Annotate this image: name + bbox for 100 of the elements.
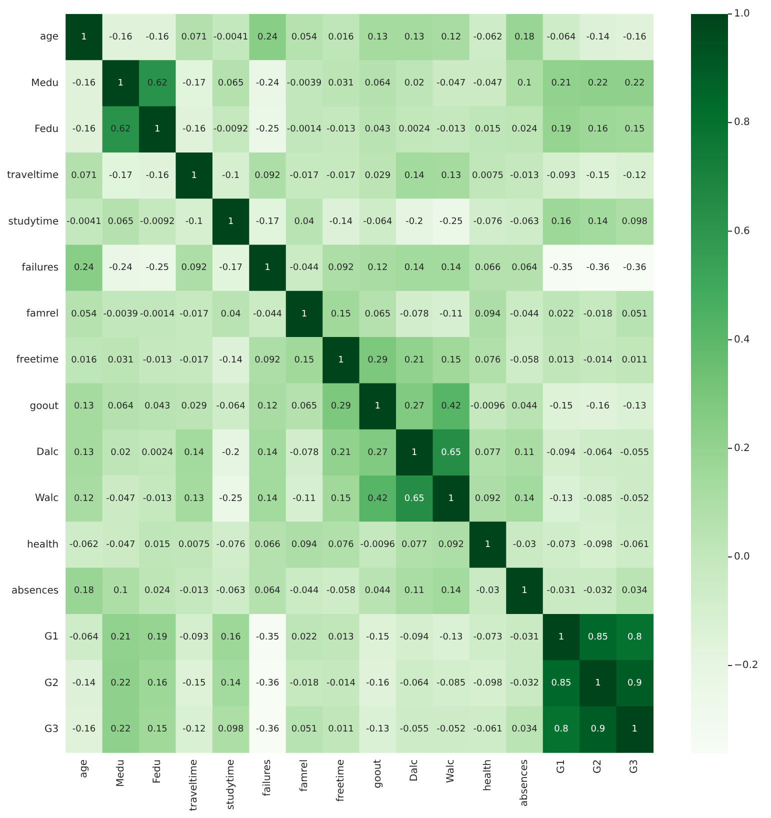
data-label: 0.65	[441, 448, 462, 458]
data-label: 0.092	[254, 355, 280, 366]
data-label: 0.13	[368, 32, 388, 42]
x-tick-label: goout	[372, 759, 384, 788]
data-label: 0.15	[624, 124, 645, 135]
data-label: 0.14	[441, 263, 462, 274]
data-label: -0.064	[583, 448, 613, 458]
data-label: 0.14	[257, 494, 278, 504]
data-label: 0.076	[328, 540, 354, 550]
data-label: 0.092	[254, 170, 280, 181]
data-label: -0.25	[256, 124, 280, 135]
data-label: -0.058	[326, 586, 356, 596]
data-label: 0.22	[624, 78, 645, 89]
data-label: 0.14	[220, 678, 242, 689]
data-label: -0.052	[436, 724, 466, 735]
data-label: -0.0041	[213, 32, 248, 42]
data-label: -0.044	[253, 309, 282, 320]
data-label: -0.055	[400, 724, 429, 735]
data-label: 1	[154, 124, 160, 135]
data-label: -0.018	[290, 678, 320, 689]
color-bar-label: 1.0	[734, 8, 750, 20]
data-label: -0.044	[290, 586, 320, 596]
data-label: -0.094	[546, 448, 576, 458]
data-label: -0.018	[583, 309, 613, 320]
data-label: 0.016	[328, 32, 354, 42]
data-label: 0.064	[512, 263, 538, 274]
x-tick-label: absences	[519, 759, 530, 806]
data-label: 0.015	[474, 124, 501, 135]
data-label: 0.054	[291, 32, 318, 42]
data-label: 0.04	[294, 217, 315, 228]
y-tick-label: studytime	[8, 216, 59, 228]
data-label: -0.14	[72, 678, 96, 689]
data-label: 0.85	[551, 678, 572, 689]
data-label: -0.0096	[470, 402, 506, 412]
data-label: 0.022	[291, 632, 318, 642]
data-label: -0.0039	[103, 309, 138, 320]
data-label: -0.047	[106, 540, 136, 550]
data-label: 0.092	[474, 494, 501, 504]
data-label: 0.21	[110, 632, 131, 642]
data-label: -0.0041	[66, 217, 102, 228]
data-label: 0.11	[404, 586, 424, 596]
data-label: -0.098	[473, 678, 503, 689]
data-label: -0.13	[366, 724, 390, 735]
data-label: 0.21	[551, 78, 572, 89]
data-label: 0.054	[71, 309, 98, 320]
data-label: 0.02	[404, 78, 424, 89]
data-label: 0.12	[74, 494, 94, 504]
data-label: 0.14	[184, 448, 204, 458]
data-label: -0.13	[439, 632, 463, 642]
data-label: 0.16	[220, 632, 242, 642]
x-tick-label: G1	[556, 759, 567, 774]
data-label: -0.064	[363, 217, 392, 228]
data-label: -0.1	[222, 170, 240, 181]
data-label: -0.35	[550, 263, 573, 274]
data-label: 0.013	[548, 355, 574, 366]
data-label: 1	[301, 309, 308, 320]
y-tick-label: failures	[22, 262, 59, 274]
data-label: -0.24	[109, 263, 133, 274]
data-label: 0.14	[404, 263, 425, 274]
y-tick-label: G1	[44, 632, 59, 643]
data-label: 0.0024	[398, 124, 430, 135]
data-label: 0.13	[184, 494, 204, 504]
data-label: -0.061	[620, 540, 650, 550]
data-label: 0.24	[257, 32, 278, 42]
x-tick-label: age	[78, 759, 90, 778]
data-label: -0.017	[326, 170, 356, 181]
data-label: -0.085	[583, 494, 612, 504]
y-tick-label: Medu	[31, 78, 59, 89]
data-label: 0.42	[441, 402, 462, 412]
data-label: -0.017	[290, 170, 319, 181]
data-label: 0.044	[512, 402, 538, 412]
data-label: -0.064	[400, 678, 430, 689]
data-label: 1	[118, 78, 124, 89]
data-label: 0.12	[257, 402, 278, 412]
data-label: -0.061	[473, 724, 502, 735]
data-label: -0.25	[219, 494, 242, 504]
data-label: 0.098	[622, 217, 648, 228]
x-tick-label: failures	[262, 759, 274, 796]
data-label: 0.19	[551, 124, 572, 135]
data-label: -0.14	[329, 217, 353, 228]
data-label: -0.013	[326, 124, 356, 135]
data-label: 0.064	[254, 586, 281, 596]
data-label: -0.044	[510, 309, 540, 320]
data-label: 0.0075	[472, 170, 504, 181]
data-label: -0.36	[586, 263, 610, 274]
data-label: -0.013	[142, 494, 172, 504]
data-label: 0.14	[441, 586, 462, 596]
data-label: 0.13	[404, 32, 424, 42]
data-label: 0.13	[74, 448, 94, 458]
data-label: 0.022	[548, 309, 574, 320]
data-label: -0.0014	[140, 309, 176, 320]
data-label: -0.093	[546, 170, 576, 181]
data-label: -0.0039	[286, 78, 322, 89]
data-label: 1	[81, 32, 87, 42]
x-tick-label: studytime	[225, 759, 236, 810]
x-tick-label: Walc	[446, 759, 457, 784]
data-label: 0.034	[512, 724, 538, 735]
data-label: 0.065	[364, 309, 391, 320]
data-label: 0.02	[110, 448, 131, 458]
data-label: 1	[228, 217, 234, 228]
